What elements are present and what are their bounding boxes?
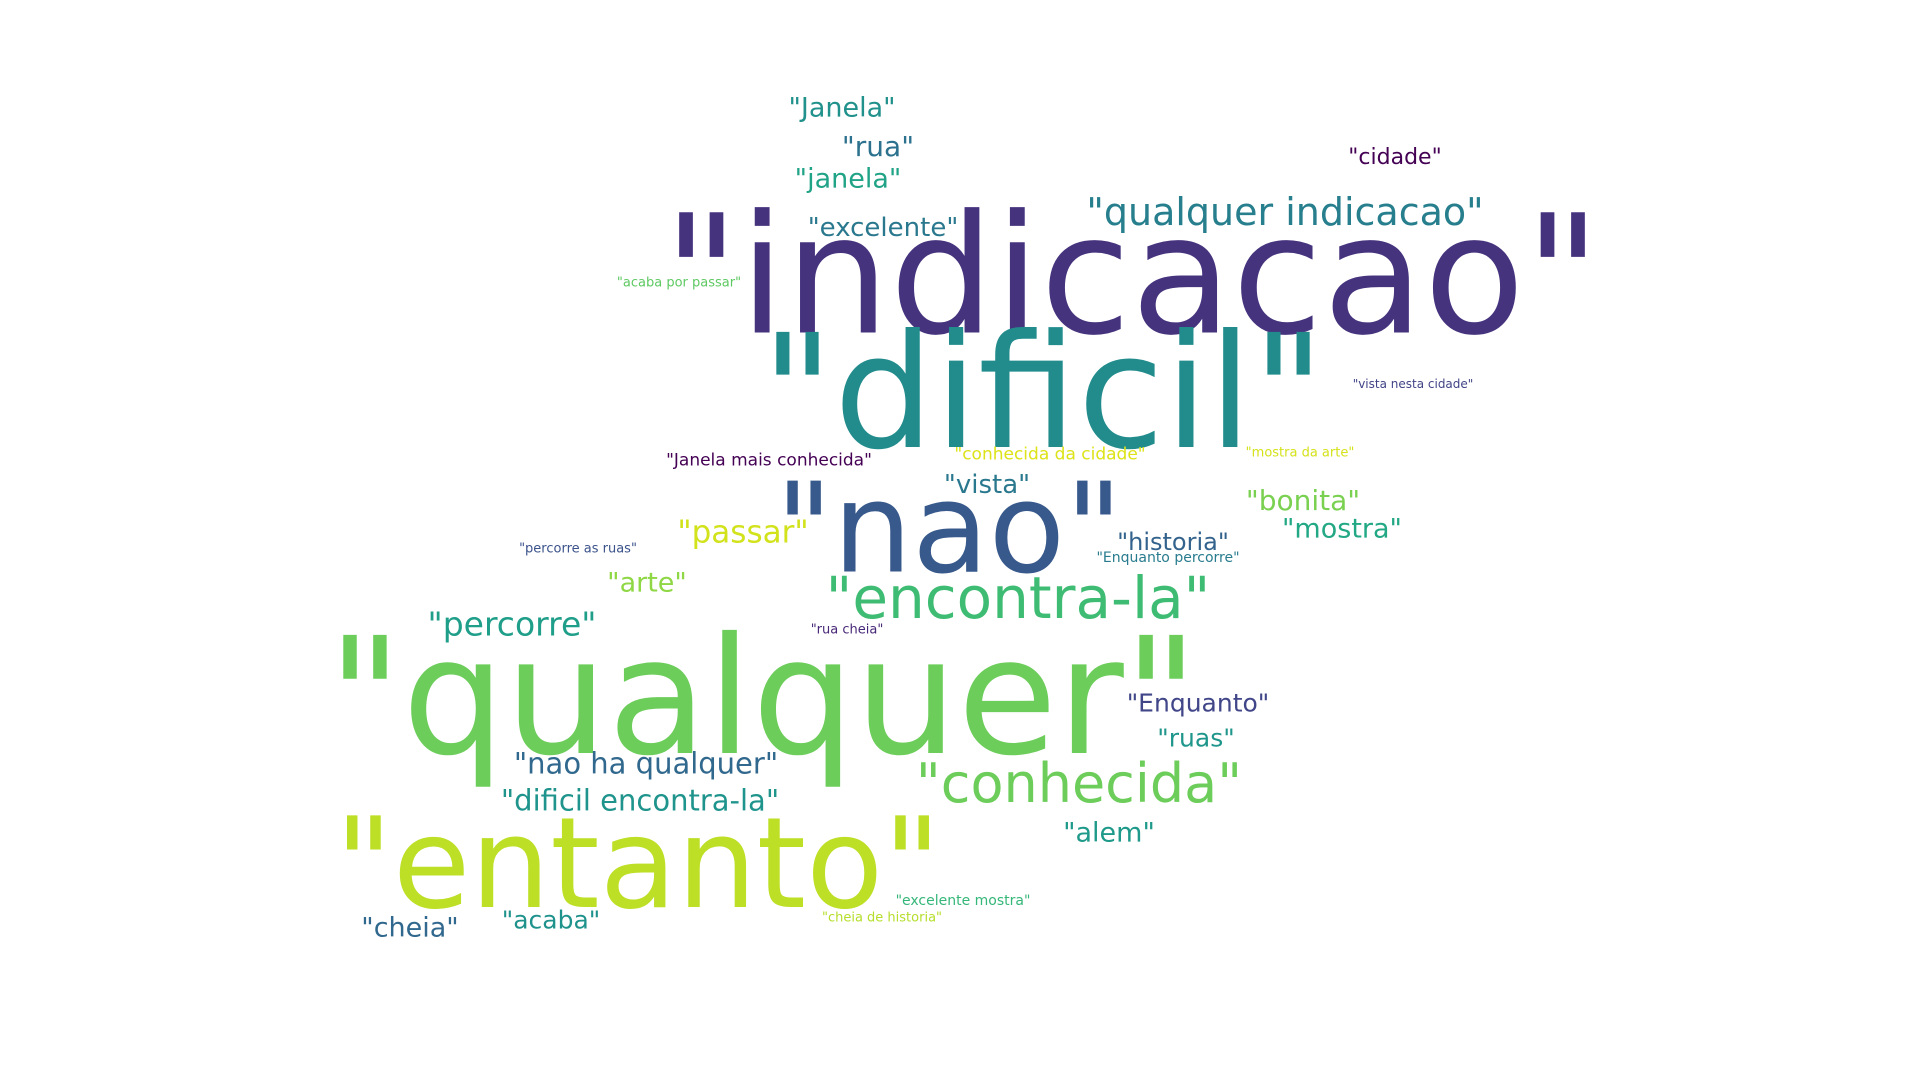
cloud-word: "historia" (1117, 528, 1229, 556)
cloud-word: "vista" (943, 470, 1031, 500)
cloud-word: "bonita" (1245, 484, 1361, 517)
cloud-word: "nao" (775, 456, 1123, 602)
cloud-word: "excelente mostra" (895, 893, 1031, 909)
cloud-word: "encontra-la" (825, 564, 1211, 632)
cloud-word: "rua cheia" (810, 622, 884, 638)
cloud-word: "ruas" (1157, 723, 1235, 753)
cloud-word: "dificil" (761, 301, 1325, 485)
cloud-word: "alem" (1063, 817, 1155, 849)
cloud-word: "cheia" (361, 912, 459, 944)
cloud-word: "acaba por passar" (616, 275, 742, 291)
cloud-word: "dificil encontra-la" (500, 783, 780, 818)
cloud-word: "nao ha qualquer" (513, 746, 779, 781)
cloud-word: "excelente" (807, 213, 959, 243)
cloud-word: "rua" (841, 130, 915, 163)
cloud-word: "entanto" (334, 790, 942, 937)
cloud-word: "cheia de historia" (821, 910, 943, 926)
cloud-word: "passar" (677, 514, 809, 551)
cloud-word: "arte" (607, 567, 687, 599)
cloud-word: "qualquer" (327, 604, 1199, 792)
cloud-word: "conhecida" (915, 752, 1243, 815)
cloud-word: "qualquer indicacao" (1086, 190, 1484, 234)
cloud-word: "janela" (794, 163, 902, 195)
cloud-word: "cidade" (1348, 145, 1442, 170)
cloud-word: "acaba" (501, 905, 601, 935)
cloud-word: "indicacao" (663, 179, 1601, 372)
cloud-word: "Enquanto percorre" (1096, 550, 1240, 566)
cloud-word: "mostra" (1282, 513, 1402, 545)
cloud-word: "Enquanto" (1126, 688, 1270, 718)
cloud-word: "Janela mais conhecida" (666, 450, 872, 471)
cloud-word: "vista nesta cidade" (1352, 377, 1474, 391)
cloud-word: "percorre" (427, 604, 597, 644)
cloud-word: "conhecida da cidade" (954, 444, 1146, 465)
cloud-word: "Janela" (788, 92, 896, 124)
cloud-word: "percorre as ruas" (519, 541, 637, 557)
cloud-word: "mostra da arte" (1245, 445, 1355, 461)
